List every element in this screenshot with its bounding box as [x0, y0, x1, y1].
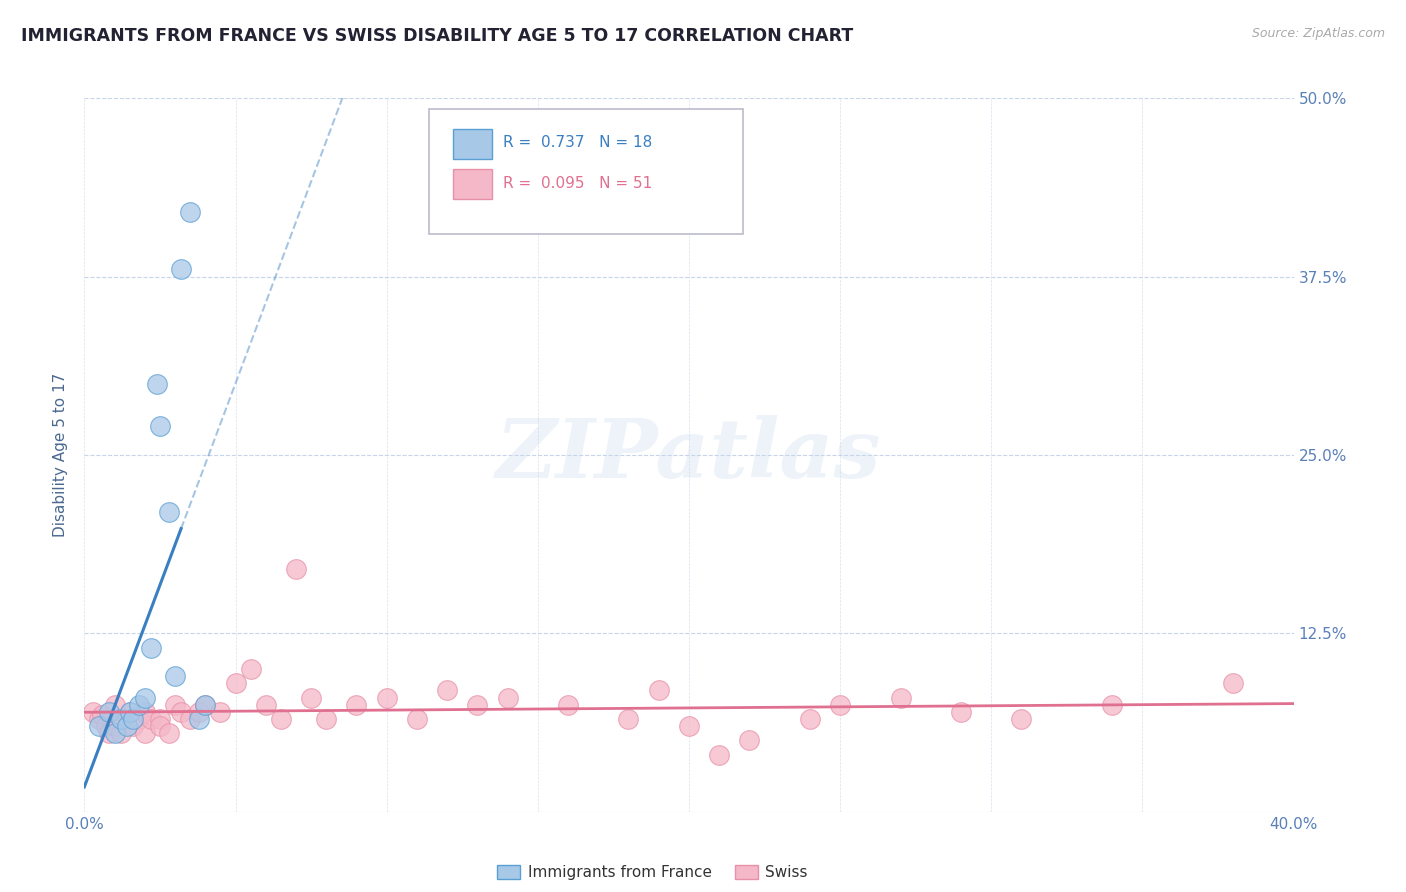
Point	[149, 419, 172, 434]
Point	[315, 712, 337, 726]
Point	[188, 705, 211, 719]
Point	[738, 733, 761, 747]
Point	[225, 676, 247, 690]
Point	[179, 205, 201, 219]
Point	[557, 698, 579, 712]
Point	[100, 712, 122, 726]
Point	[209, 705, 232, 719]
Point	[104, 726, 127, 740]
Point	[121, 712, 143, 726]
Point	[112, 712, 135, 726]
Point	[128, 712, 150, 726]
Point	[82, 705, 104, 719]
Text: Source: ZipAtlas.com: Source: ZipAtlas.com	[1251, 27, 1385, 40]
Point	[128, 698, 150, 712]
Point	[104, 698, 127, 712]
Text: IMMIGRANTS FROM FRANCE VS SWISS DISABILITY AGE 5 TO 17 CORRELATION CHART: IMMIGRANTS FROM FRANCE VS SWISS DISABILI…	[21, 27, 853, 45]
FancyBboxPatch shape	[453, 169, 492, 200]
Point	[179, 712, 201, 726]
Point	[149, 719, 172, 733]
Point	[104, 719, 127, 733]
Point	[146, 376, 169, 391]
Point	[467, 698, 489, 712]
Point	[89, 719, 111, 733]
Point	[165, 669, 187, 683]
Point	[157, 505, 180, 519]
Point	[617, 712, 640, 726]
Point	[194, 698, 217, 712]
Point	[91, 707, 114, 722]
Point	[375, 690, 398, 705]
Point	[678, 719, 700, 733]
Point	[97, 726, 120, 740]
FancyBboxPatch shape	[429, 109, 744, 234]
Point	[194, 698, 217, 712]
Point	[1222, 676, 1244, 690]
Point	[134, 705, 156, 719]
FancyBboxPatch shape	[453, 128, 492, 159]
Point	[170, 705, 193, 719]
Point	[115, 719, 138, 733]
Text: R =  0.737   N = 18: R = 0.737 N = 18	[503, 135, 652, 150]
Point	[346, 698, 368, 712]
Point	[890, 690, 912, 705]
Point	[118, 705, 141, 719]
Point	[950, 705, 973, 719]
Point	[89, 712, 111, 726]
Point	[239, 662, 262, 676]
Point	[285, 562, 308, 576]
Point	[270, 712, 292, 726]
Point	[1101, 698, 1123, 712]
Point	[1011, 712, 1033, 726]
Point	[188, 712, 211, 726]
Point	[139, 640, 162, 655]
Point	[830, 698, 852, 712]
Point	[110, 712, 132, 726]
Point	[149, 712, 172, 726]
Text: R =  0.095   N = 51: R = 0.095 N = 51	[503, 177, 652, 191]
Point	[648, 683, 671, 698]
Point	[165, 698, 187, 712]
Point	[254, 698, 277, 712]
Point	[709, 747, 731, 762]
Point	[436, 683, 458, 698]
Point	[94, 719, 117, 733]
Point	[299, 690, 322, 705]
Point	[118, 705, 141, 719]
Point	[134, 690, 156, 705]
Text: ZIPatlas: ZIPatlas	[496, 415, 882, 495]
Legend: Immigrants from France, Swiss: Immigrants from France, Swiss	[491, 859, 814, 886]
Point	[496, 690, 519, 705]
Point	[406, 712, 429, 726]
Point	[134, 726, 156, 740]
Point	[799, 712, 821, 726]
Y-axis label: Disability Age 5 to 17: Disability Age 5 to 17	[53, 373, 69, 537]
Point	[121, 719, 143, 733]
Point	[97, 705, 120, 719]
Point	[139, 712, 162, 726]
Point	[157, 726, 180, 740]
Point	[170, 262, 193, 277]
Point	[110, 726, 132, 740]
